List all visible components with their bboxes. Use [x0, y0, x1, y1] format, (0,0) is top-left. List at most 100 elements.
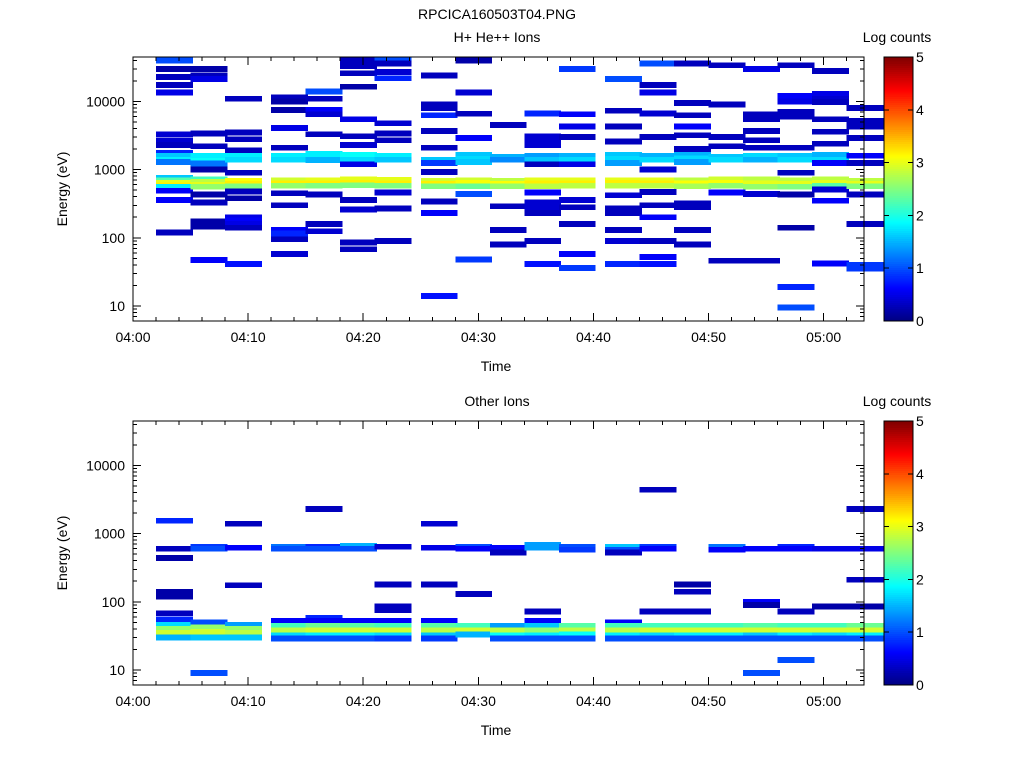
spectrogram-cell	[605, 151, 642, 158]
colorbar-segment	[884, 645, 913, 649]
spectrogram-cell	[156, 197, 193, 203]
spectrogram-cell	[340, 116, 377, 123]
spectrogram-cell	[846, 262, 884, 268]
colorbar-segment	[884, 228, 913, 231]
colorbar-segment	[884, 281, 913, 285]
spectrogram-cell	[639, 608, 677, 615]
colorbar-segment	[884, 517, 913, 521]
colorbar: 0 1 2 3 4 5	[883, 49, 924, 329]
colorbar-segment	[884, 668, 913, 672]
colorbar-segment	[884, 201, 913, 205]
spectrogram-cell	[777, 191, 815, 198]
colorbar-tick-label: 5	[916, 49, 924, 65]
spectrogram-cell	[225, 621, 262, 628]
spectrogram-cell	[524, 142, 562, 148]
colorbar-segment	[884, 108, 913, 112]
spectrogram-cell	[271, 190, 308, 197]
colorbar-tick-label: 0	[916, 313, 924, 329]
spectrogram-cell	[524, 180, 562, 187]
spectrogram-cell	[846, 627, 884, 634]
colorbar-tick-label: 0	[916, 677, 924, 693]
colorbar-segment	[884, 104, 913, 108]
colorbar-segment	[884, 532, 913, 536]
spectrogram-cell	[455, 179, 493, 186]
spectrogram-cell	[674, 623, 711, 629]
spectrogram-cell	[639, 238, 677, 244]
colorbar-segment	[884, 476, 913, 480]
colorbar-segment	[884, 445, 913, 449]
colorbar-segment	[884, 664, 913, 668]
spectrogram-cell	[190, 629, 228, 635]
colorbar-segment	[884, 546, 913, 550]
spectrogram-cell	[225, 544, 262, 551]
spectrogram-cell	[340, 635, 377, 642]
spectrogram-cell	[271, 107, 308, 113]
axes: 04:00 04:10 04:20 04:30 04:40 04:50 05:00 10 100…	[86, 420, 865, 709]
spectrogram-cell	[639, 156, 677, 163]
spectrogram-cell	[524, 608, 562, 615]
colorbar-segment	[884, 600, 913, 604]
spectrogram-cell	[271, 230, 308, 237]
spectrogram-cell	[639, 214, 677, 221]
colorbar-segment	[884, 226, 913, 229]
colorbar-segment	[884, 443, 913, 447]
spectrogram-cell	[225, 95, 262, 102]
colorbar-segment	[884, 581, 913, 585]
colorbar-tick-label: 4	[916, 466, 924, 482]
colorbar-segment	[884, 421, 913, 424]
spectrogram-cell	[156, 626, 193, 632]
spectrogram-cell	[558, 221, 596, 227]
spectrogram-cell	[271, 202, 308, 209]
spectrogram-cell	[708, 189, 746, 196]
spectrogram-cell	[558, 161, 596, 168]
spectrogram-cell	[674, 100, 711, 106]
colorbar-segment	[884, 555, 913, 558]
spectrogram-cell	[340, 156, 377, 163]
spectrogram-cell	[708, 635, 746, 642]
spectrogram-cell	[524, 205, 562, 212]
spectrogram-cell	[225, 195, 262, 202]
colorbar-tick-label: 3	[916, 519, 924, 535]
spectrogram-cell	[812, 140, 849, 147]
spectrogram-cell	[156, 131, 193, 138]
spectrogram-cell	[777, 93, 815, 99]
spectrogram-cell	[558, 265, 596, 271]
colorbar-segment	[884, 571, 913, 575]
colorbar-segment	[884, 232, 913, 235]
spectrogram-cell	[558, 111, 596, 118]
colorbar-segment	[884, 503, 913, 507]
spectrogram-cell	[674, 183, 711, 190]
colorbar-segment	[884, 96, 913, 99]
panel-h-he-ions: H+ He++ Ions Energy (eV) Time Log counts…	[54, 29, 931, 374]
colorbar-tick-label: 1	[916, 260, 924, 276]
spectrogram-cell	[156, 89, 193, 96]
colorbar-segment	[884, 565, 913, 569]
spectrogram-cell	[455, 256, 493, 263]
spectrogram-cell	[305, 228, 343, 235]
spectrogram-cell	[812, 179, 849, 186]
spectrogram-cell	[340, 57, 377, 64]
spectrogram-cell	[190, 218, 228, 225]
spectrogram-cell	[190, 257, 228, 263]
spectrogram-cell	[156, 588, 193, 595]
colorbar-segment	[884, 106, 913, 110]
colorbar-segment	[884, 116, 913, 120]
colorbar-segment	[884, 674, 913, 678]
spectrogram-cell	[558, 123, 596, 130]
colorbar-segment	[884, 94, 913, 97]
x-tick-label: 04:10	[231, 329, 266, 345]
spectrogram-cell	[340, 63, 377, 70]
colorbar-segment	[884, 127, 913, 130]
colorbar-segment	[884, 310, 913, 314]
spectrogram-cell	[340, 142, 377, 148]
colorbar-segment	[884, 145, 913, 149]
colorbar-segment	[884, 67, 913, 70]
spectrogram-cell	[305, 107, 343, 113]
spectrogram-cell	[639, 623, 677, 629]
colorbar-segment	[884, 513, 913, 517]
colorbar-segment	[884, 598, 913, 602]
colorbar-segment	[884, 515, 913, 519]
spectrogram-cell	[156, 159, 193, 165]
spectrogram-cell	[340, 618, 377, 624]
colorbar-segment	[884, 71, 913, 75]
